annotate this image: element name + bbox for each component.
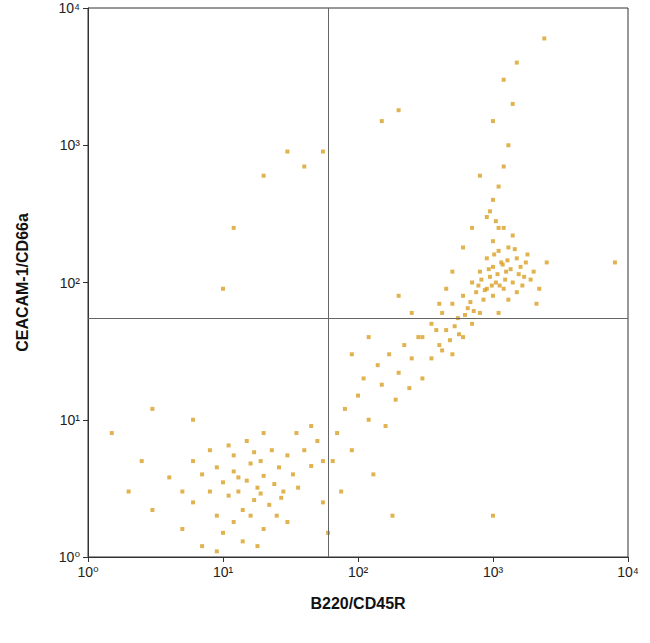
svg-text:10²: 10² (348, 564, 369, 580)
svg-text:10¹: 10¹ (213, 564, 234, 580)
svg-text:CEACAM-1/CD66a: CEACAM-1/CD66a (14, 213, 31, 352)
svg-text:10³: 10³ (483, 564, 504, 580)
svg-text:10⁴: 10⁴ (617, 564, 639, 580)
svg-text:10⁰: 10⁰ (59, 549, 81, 565)
svg-text:10⁴: 10⁴ (58, 0, 80, 16)
svg-text:10²: 10² (60, 275, 81, 291)
svg-text:10¹: 10¹ (60, 412, 81, 428)
svg-text:B220/CD45R: B220/CD45R (310, 595, 406, 612)
svg-text:10⁰: 10⁰ (77, 564, 99, 580)
svg-text:10³: 10³ (60, 137, 81, 153)
